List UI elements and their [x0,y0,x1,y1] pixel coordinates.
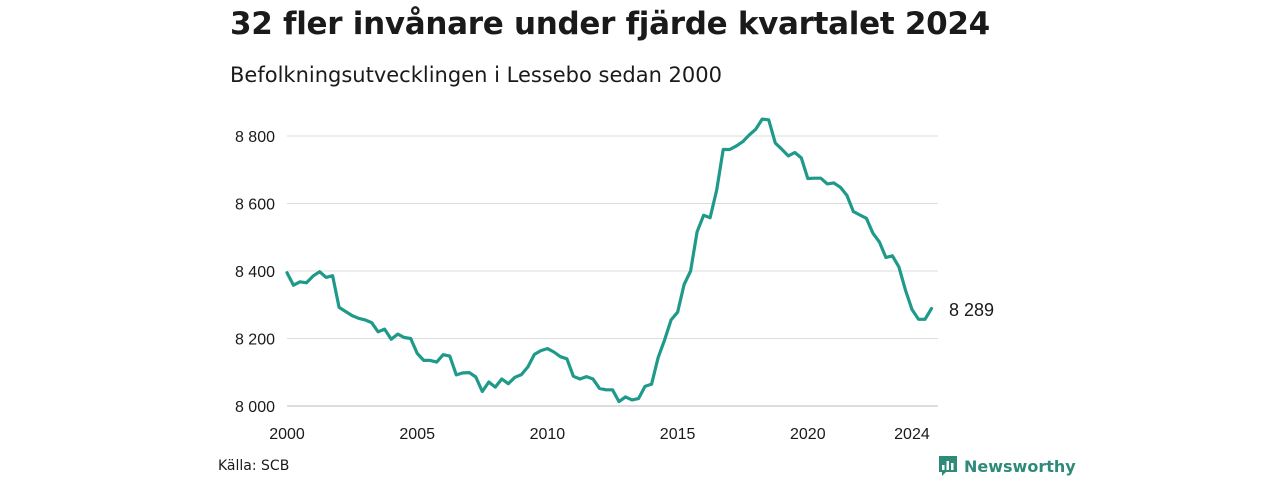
x-tick-label: 2010 [530,426,566,443]
source-note: Källa: SCB [218,458,290,474]
brand-logo[interactable]: Newsworthy [938,455,1076,477]
x-tick-label: 2005 [399,426,435,443]
series-group [285,117,934,404]
x-tick-label: 2024 [894,426,930,443]
y-tick-label: 8 400 [235,264,275,281]
x-tick-label: 2015 [660,426,696,443]
y-tick-label: 8 200 [235,332,275,349]
x-tick-label: 2000 [269,426,305,443]
series-line [285,117,934,404]
x-tick-label: 2020 [790,426,826,443]
end-value-label: 8 289 [949,300,994,320]
y-axis-ticks: 8 000 8 200 8 400 8 600 8 800 [235,129,275,416]
bar-chart-icon [939,456,957,476]
gridlines [287,135,938,407]
x-axis-ticks: 2000 2005 2010 2015 2020 2024 [269,426,930,443]
chart-title: 32 fler invånare under fjärde kvartalet … [230,6,990,42]
chart-subtitle: Befolkningsutvecklingen i Lessebo sedan … [230,63,723,87]
y-tick-label: 8 000 [235,399,275,416]
y-tick-label: 8 600 [235,197,275,214]
brand-name: Newsworthy [964,456,1076,476]
y-tick-label: 8 800 [235,129,275,146]
